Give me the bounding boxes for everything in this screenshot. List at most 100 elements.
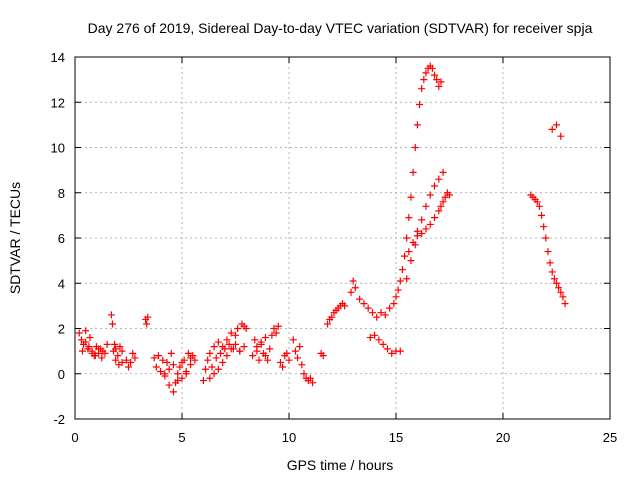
data-point [546,259,554,267]
data-point [373,313,381,321]
data-point [390,300,398,308]
data-point [422,69,430,77]
data-point [437,78,445,86]
data-point [416,101,424,109]
data-point [405,214,413,222]
data-point [204,356,212,364]
data-point [98,354,106,362]
data-point [431,214,439,222]
data-point [108,320,116,328]
data-point [232,331,239,339]
data-point [249,352,257,360]
data-point [439,198,447,206]
data-point [174,377,182,385]
data-point [289,336,297,344]
data-point [351,284,359,292]
data-point [411,241,419,249]
data-point [82,338,90,346]
data-point [176,363,184,371]
data-point [407,193,415,201]
data-point [426,220,434,228]
data-point [103,340,111,348]
data-point [298,361,306,369]
data-point [405,248,413,256]
data-point [538,211,546,219]
data-point [420,76,428,84]
data-point [548,125,556,133]
x-tick-label: 20 [496,430,510,445]
data-point [411,144,419,151]
data-point [413,227,421,235]
data-point [409,168,417,176]
data-point [435,82,443,90]
data-point [291,347,299,355]
data-point [107,311,115,319]
data-point [212,354,220,362]
data-point [114,352,122,360]
data-point [285,356,293,364]
data-point [221,345,229,353]
data-point [257,338,265,346]
data-point [208,363,216,371]
x-axis-label: GPS time / hours [287,457,394,473]
data-point [261,334,269,342]
data-point [540,223,548,231]
data-point [131,354,139,362]
data-point [272,329,280,337]
data-point [398,266,406,274]
data-point [165,381,173,389]
data-point [360,300,368,308]
data-point [401,252,409,260]
data-point [544,248,552,256]
data-point [306,374,314,382]
data-point [236,347,244,355]
data-point [300,370,308,378]
data-point [533,198,541,206]
data-point [116,343,124,351]
data-point [428,64,436,72]
data-point [431,71,439,79]
data-point [366,334,374,342]
data-point [274,322,282,330]
data-point [375,336,383,344]
y-axis-label: SDTVAR / TECUs [7,182,23,294]
data-point [396,347,404,355]
data-point [418,216,426,224]
data-point [253,343,261,351]
data-point [371,331,379,339]
data-point [268,331,276,339]
data-point [234,325,242,332]
data-point [144,313,152,321]
data-point [118,358,126,366]
y-tick-label: 10 [51,141,65,156]
data-point [383,345,391,353]
data-point [388,349,396,357]
data-point [349,277,357,285]
data-point [223,352,231,360]
data-point [159,356,167,364]
data-point [242,325,250,332]
data-point [341,302,349,310]
data-point [379,340,387,348]
data-point [178,374,186,382]
x-tick-label: 10 [282,430,296,445]
x-tick-label: 5 [178,430,185,445]
data-point [187,354,195,362]
data-point [407,257,415,265]
data-point [437,202,445,210]
data-point [152,363,160,371]
data-point [431,182,439,190]
data-point [161,370,169,378]
data-point [251,336,259,344]
data-point [296,343,304,351]
data-point [535,202,543,210]
y-tick-label: 14 [51,50,65,65]
data-point [118,347,126,355]
data-point [557,288,565,296]
data-point [413,121,421,129]
data-point [377,309,385,317]
data-point [219,358,227,366]
data-point [225,340,233,348]
data-point [206,349,214,357]
